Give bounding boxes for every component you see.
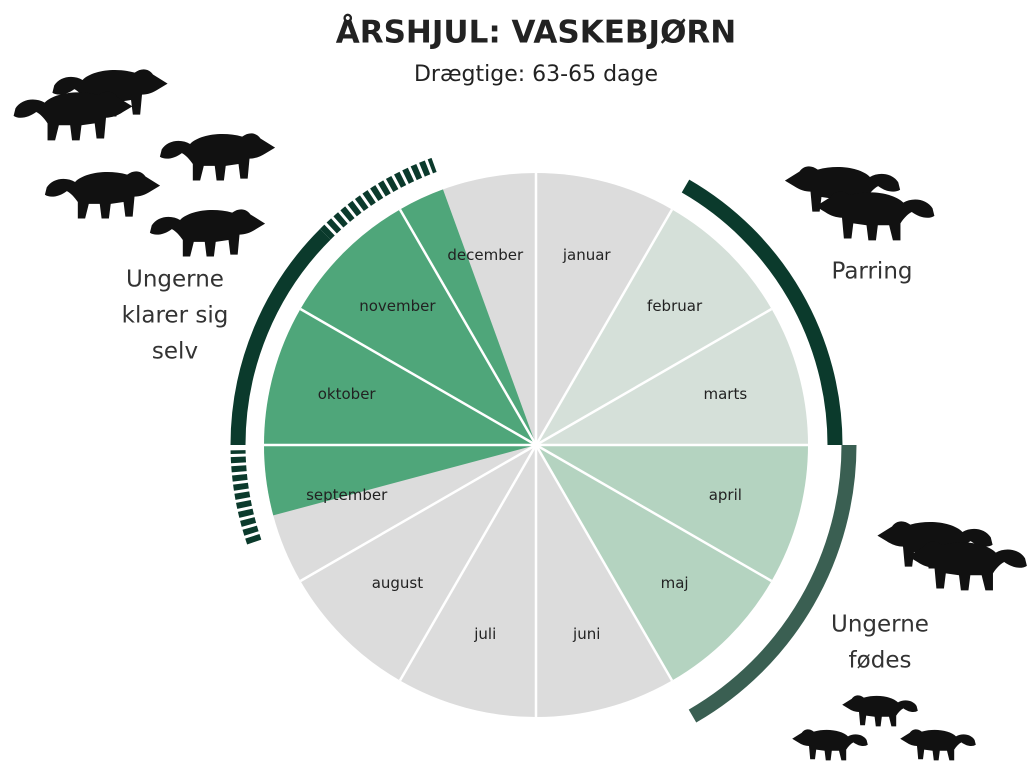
separator: [299, 443, 537, 583]
phase-label: Ungerne: [126, 267, 224, 293]
month-label: oktober: [318, 385, 377, 403]
phase-arc: [230, 228, 331, 446]
month-label: juli: [473, 625, 496, 643]
phase-label: Ungerne: [831, 612, 929, 638]
separator: [534, 444, 674, 682]
green-part: [264, 445, 536, 516]
phase-label: fødes: [849, 648, 912, 674]
month-wedge: [264, 309, 536, 445]
phase-label: Parring: [831, 259, 912, 285]
month-label: juni: [572, 625, 600, 643]
month-label: november: [359, 297, 436, 315]
separator: [535, 443, 773, 583]
month-label: september: [306, 486, 388, 504]
month-wedge: [300, 445, 536, 681]
month-wedge: [536, 445, 772, 681]
month-label: august: [372, 574, 424, 592]
month-wedge: [536, 445, 672, 717]
separator: [398, 444, 538, 682]
month-wedge: [536, 209, 772, 445]
phase-label: selv: [152, 339, 198, 365]
separator: [398, 208, 538, 446]
phase-arc: [681, 179, 843, 446]
title: ÅRSHJUL: VASKEBJØRN: [336, 14, 737, 51]
green-part: [400, 189, 536, 445]
month-label: marts: [703, 385, 747, 403]
phase-arc: [688, 444, 857, 723]
month-label: februar: [647, 297, 703, 315]
month-wedge: [300, 209, 536, 445]
phase-label: klarer sig: [122, 303, 229, 329]
month-wedge: [536, 309, 808, 445]
month-wedge: [400, 445, 536, 717]
month-label: december: [447, 246, 524, 264]
subtitle: Drægtige: 63-65 dage: [414, 62, 658, 87]
separator: [534, 208, 674, 446]
month-label: maj: [661, 574, 689, 592]
wheel: januar februar marts april maj juni juli august…: [230, 157, 857, 723]
month-label: april: [709, 486, 742, 504]
phase-arc: [319, 157, 437, 240]
month-wedge: [536, 445, 808, 581]
separator: [535, 307, 773, 447]
phase-arc: [230, 449, 262, 545]
separator: [299, 307, 537, 447]
month-wedge: [536, 173, 672, 445]
month-label: januar: [562, 246, 612, 264]
